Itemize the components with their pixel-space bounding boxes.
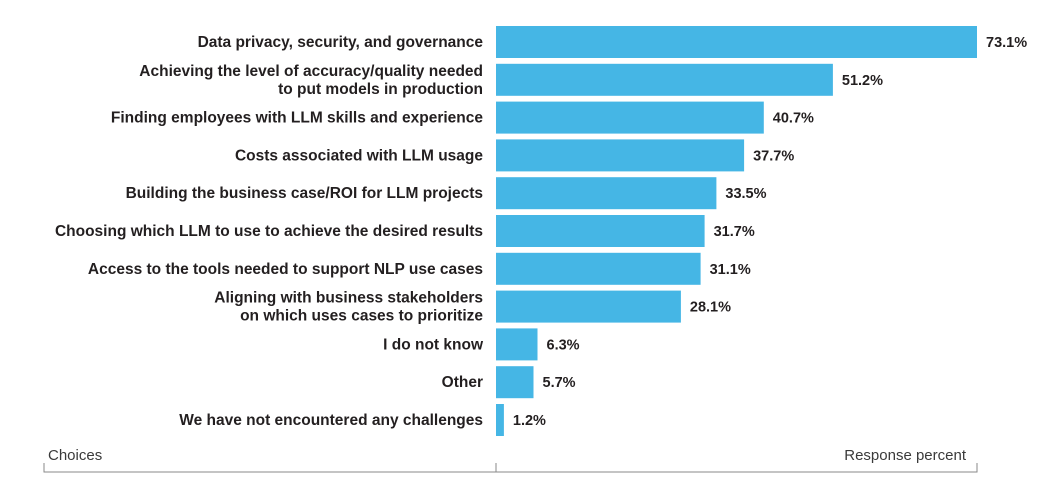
value-label-10: 1.2% [513, 413, 546, 429]
left-bracket-line [43, 463, 978, 473]
value-label-9: 5.7% [543, 375, 576, 391]
category-label-7-line-1: on which uses cases to prioritize [240, 308, 483, 325]
bars-layer [496, 26, 977, 436]
bar-2 [496, 101, 764, 134]
category-label-6: Access to the tools needed to support NL… [88, 261, 483, 278]
category-labels: Data privacy, security, and governance Ac… [55, 34, 484, 429]
value-label-6: 31.1% [710, 262, 751, 278]
bar-4 [496, 177, 717, 210]
bar-3 [496, 139, 745, 172]
category-label-10: We have not encountered any challenges [179, 412, 483, 429]
bar-0 [496, 26, 977, 58]
value-label-2: 40.7% [773, 111, 814, 127]
bar-9 [496, 366, 534, 399]
value-label-7: 28.1% [690, 300, 731, 316]
value-label-1: 51.2% [842, 73, 883, 89]
category-label-8: I do not know [383, 336, 484, 353]
bar-10 [496, 404, 504, 436]
category-label-5: Choosing which LLM to use to achieve the… [55, 223, 483, 240]
bar-1 [496, 63, 833, 96]
category-label-3: Costs associated with LLM usage [235, 147, 483, 164]
category-label-1-line-0: Achieving the level of accuracy/quality … [139, 63, 483, 80]
value-labels: 73.1% 51.2% 40.7% 37.7% 33.5% 31.7% 31.1% 28.1%… [513, 35, 1027, 429]
value-label-3: 37.7% [753, 148, 794, 164]
value-label-8: 6.3% [547, 337, 580, 353]
category-label-7-line-0: Aligning with business stakeholders [214, 290, 483, 307]
axis-bracket [43, 463, 978, 473]
bar-8 [496, 328, 538, 361]
value-label-0: 73.1% [986, 35, 1027, 51]
category-label-2: Finding employees with LLM skills and ex… [111, 110, 483, 127]
choices-caption: Choices [48, 447, 102, 464]
value-label-5: 31.7% [714, 224, 755, 240]
category-label-4: Building the business case/ROI for LLM p… [126, 185, 483, 202]
value-label-4: 33.5% [725, 186, 766, 202]
bar-7 [496, 290, 681, 323]
category-label-9: Other [442, 374, 483, 391]
response-percent-caption: Response percent [844, 447, 967, 464]
bar-6 [496, 252, 701, 285]
category-label-1-line-1: to put models in production [278, 81, 483, 98]
bar-5 [496, 215, 705, 247]
category-label-0: Data privacy, security, and governance [198, 34, 484, 51]
